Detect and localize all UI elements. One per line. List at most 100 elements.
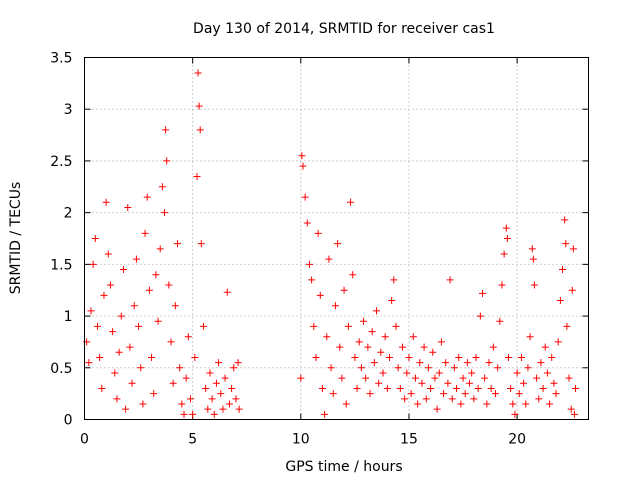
data-point	[197, 240, 205, 248]
y-tick-label: 1.5	[50, 257, 72, 273]
data-point	[132, 255, 140, 263]
data-point	[569, 245, 577, 253]
data-point	[208, 395, 216, 403]
data-point	[373, 307, 381, 315]
data-point	[381, 333, 389, 341]
data-point	[96, 353, 104, 361]
data-point	[561, 216, 569, 224]
data-point	[503, 235, 511, 242]
data-point	[494, 364, 502, 372]
data-point	[167, 338, 175, 346]
data-point	[202, 384, 210, 392]
data-point	[472, 353, 480, 361]
data-point	[409, 333, 417, 341]
data-point	[340, 286, 348, 294]
data-point	[193, 172, 201, 180]
chart-title: Day 130 of 2014, SRMTID for receiver cas…	[193, 21, 495, 37]
data-point	[420, 343, 428, 351]
data-point	[517, 353, 525, 361]
data-point	[338, 374, 346, 382]
data-point	[429, 348, 437, 356]
x-axis-label: GPS time / hours	[285, 459, 402, 475]
data-point	[539, 384, 547, 392]
data-point	[414, 400, 422, 408]
data-point	[550, 379, 558, 387]
data-point	[370, 359, 378, 367]
data-point	[479, 289, 487, 297]
data-point	[360, 317, 368, 325]
data-point	[106, 281, 114, 289]
y-tick-label: 2.5	[50, 154, 72, 170]
data-point	[481, 374, 489, 382]
data-point	[176, 364, 184, 372]
data-point	[189, 410, 197, 418]
data-point	[310, 322, 318, 330]
data-point	[126, 343, 134, 351]
data-point	[212, 379, 220, 387]
data-point	[148, 353, 156, 361]
data-point	[362, 374, 370, 382]
data-point	[109, 328, 117, 336]
data-point	[533, 374, 541, 382]
data-point	[403, 369, 411, 377]
data-point	[122, 405, 130, 413]
data-point	[323, 333, 331, 341]
x-tick-label: 15	[400, 432, 418, 448]
data-point	[180, 410, 188, 418]
data-point	[130, 302, 138, 310]
data-point	[552, 390, 560, 398]
data-point	[349, 271, 357, 279]
data-point	[191, 353, 199, 361]
data-point	[570, 410, 578, 418]
data-point	[446, 276, 454, 284]
data-point	[530, 281, 538, 289]
data-point	[463, 359, 471, 367]
data-point	[104, 250, 112, 258]
data-point	[150, 390, 158, 398]
data-point	[522, 400, 530, 408]
data-point	[165, 281, 173, 289]
data-point	[431, 374, 439, 382]
y-axis-label: SRMTID / TECUs	[8, 182, 24, 295]
data-point	[368, 328, 376, 336]
data-point	[515, 390, 523, 398]
data-point	[316, 291, 324, 299]
data-point	[223, 288, 231, 296]
data-point	[182, 374, 190, 382]
data-point	[87, 307, 95, 315]
data-point	[546, 400, 554, 408]
data-point	[457, 400, 465, 408]
data-point	[385, 353, 393, 361]
data-point	[298, 152, 306, 160]
data-point	[178, 400, 186, 408]
data-point	[375, 379, 383, 387]
data-point	[184, 333, 192, 341]
data-point	[210, 410, 218, 418]
data-point	[433, 405, 441, 413]
data-point	[215, 359, 223, 367]
data-point	[353, 384, 361, 392]
data-point	[567, 405, 575, 413]
data-point	[143, 193, 151, 201]
tick-labels: 0 5 10 15 20 0 0.5 1 1.5 2 2.5 3 3.5	[50, 51, 526, 448]
data-point	[93, 322, 101, 330]
data-point	[344, 322, 352, 330]
data-point	[336, 343, 344, 351]
data-point	[437, 338, 445, 346]
data-point	[468, 369, 476, 377]
data-point	[85, 359, 93, 367]
data-point	[498, 281, 506, 289]
data-point	[543, 369, 551, 377]
data-point	[347, 198, 355, 206]
data-point	[303, 219, 311, 227]
data-point	[453, 384, 461, 392]
data-point	[377, 348, 385, 356]
data-point	[563, 322, 571, 330]
data-point	[442, 359, 450, 367]
data-point	[496, 317, 504, 325]
data-point	[537, 359, 545, 367]
data-point	[502, 224, 510, 232]
data-point	[500, 250, 508, 258]
data-point	[102, 198, 110, 206]
data-point	[483, 400, 491, 408]
